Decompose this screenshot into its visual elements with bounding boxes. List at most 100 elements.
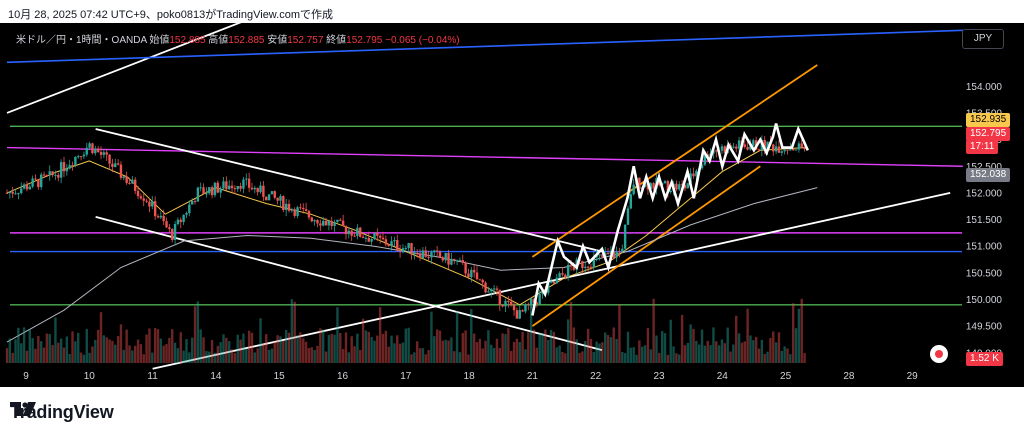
volume-bar [623,353,627,363]
y-tick-label: 152.500 [966,162,1003,173]
high-value: 152.885 [228,35,265,46]
volume-bar [159,338,163,363]
x-tick-label: 22 [590,371,602,382]
candle-body [59,162,63,178]
candle-body [410,243,413,255]
candle-body [780,151,784,153]
volume-bar [447,340,450,363]
candle-body [378,235,382,238]
candle-body [720,146,724,151]
candle-body [256,187,259,193]
candle-body [524,304,527,312]
volume-bar [740,342,744,363]
volume-bar [51,344,54,363]
volume-bar [746,308,749,363]
candle-body [549,281,553,283]
currency-button[interactable]: JPY [962,29,1004,49]
volume-bar [151,352,154,363]
candle-body [319,223,322,226]
volume-bar [737,333,741,363]
candle-body [515,310,519,319]
candle-body [208,187,211,194]
candle-body [34,178,37,180]
volume-bar [202,337,205,363]
volume-bar [518,341,521,363]
volume-bar [410,354,413,363]
volume-bar [114,344,117,363]
candle-body [242,179,245,189]
symbol-label[interactable]: 米ドル／円・1時間・OANDA [16,35,147,46]
volume-bar [535,347,539,363]
volume-bar [205,350,208,363]
candle-body [455,260,459,262]
volume-bar [703,345,707,363]
volume-bar [68,353,71,363]
volume-bar [726,327,729,363]
volume-bar [561,351,564,363]
volume-bar [8,338,12,363]
candle-body [566,264,570,278]
candle-body [279,196,282,201]
volume-bar [119,324,123,363]
volume-bar [153,327,157,363]
candle-body [441,257,445,261]
candle-body [444,252,447,261]
candle-body [666,181,670,193]
volume-bar [686,342,690,363]
volume-bar [71,331,74,363]
price-chart[interactable]: 154.000153.500153.000152.500152.000151.5… [0,23,1024,387]
candle-body [236,185,239,190]
record-icon[interactable] [930,345,948,363]
volume-bar [641,346,644,363]
candle-body [632,184,635,195]
volume-bar [487,330,490,363]
volume-bar [91,346,94,363]
volume-bar [478,338,482,363]
volume-bar [199,329,202,363]
candle-body [71,165,74,167]
candle-body [77,156,80,158]
volume-bar [723,343,727,363]
volume-bar [700,329,704,363]
candle-body [427,256,430,258]
volume-bar [453,351,456,363]
candle-body [555,277,558,284]
candle-body [598,254,601,256]
volume-bar [524,349,527,363]
volume-bar [706,340,709,363]
volume-bar [222,334,225,363]
volume-bar [427,350,430,363]
candle-body [435,250,439,252]
chart-area[interactable]: 154.000153.500153.000152.500152.000151.5… [0,23,1024,387]
volume-bar [48,334,51,363]
volume-bar [279,336,282,363]
volume-bar [643,345,647,363]
volume-bar [57,342,60,363]
volume-bar [219,342,222,363]
volume-bar [780,350,784,363]
volume-bar [606,334,610,363]
candle-body [148,201,151,207]
volume-bar [433,336,436,363]
candle-body [313,220,316,222]
candle-body [390,241,393,246]
volume-bar [102,335,106,363]
x-tick-label: 10 [84,371,96,382]
candle-body [458,260,462,262]
volume-bar [327,335,331,363]
volume-bar [59,338,63,363]
candle-body [165,221,168,228]
candle-body [777,146,781,153]
candle-body [626,208,630,225]
volume-bar [729,351,732,363]
volume-bar [173,342,177,363]
volume-bar [179,332,182,363]
volume-bar [316,345,319,363]
candle-body [39,174,43,188]
volume-bar [370,337,373,363]
volume-bar [800,298,803,363]
downtrend-lower [95,216,603,352]
close-label: 終値 [326,35,347,46]
volume-bar [233,353,237,363]
volume-bar [185,339,188,363]
